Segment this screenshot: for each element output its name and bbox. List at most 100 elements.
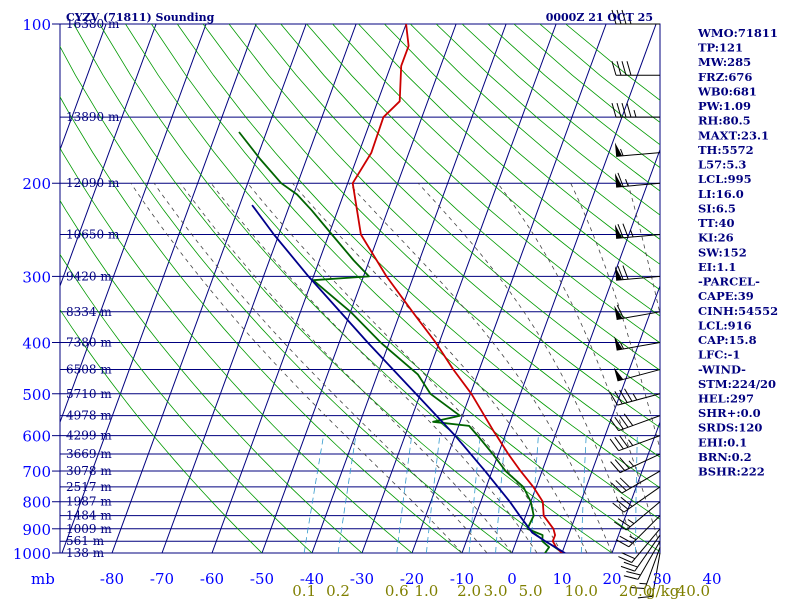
isotherm-line [111,24,307,553]
wind-barb [620,534,661,572]
mixing-ratio-line [468,435,481,553]
moist-adiabat-line [210,182,538,553]
wind-barb-full [621,9,627,25]
wind-barb [614,265,661,281]
index-line: SI:6.5 [698,201,736,215]
wind-barb-full [616,499,629,510]
dry-adiabat-line [280,24,660,371]
isotherm-line [60,24,207,424]
wind-barb-full [616,9,622,25]
wind-barb-full [617,223,624,238]
height-label: 1009 m [66,522,112,536]
wind-barb [613,367,661,382]
index-line: CAPE:39 [698,289,754,303]
wind-barb-half [628,439,634,446]
wind-barb-full [619,457,630,469]
height-label: 5710 m [66,387,112,401]
moist-adiabat-line [180,182,513,553]
temperature-tick-label: 30 [652,570,671,588]
wind-barb-staff [619,453,661,474]
wind-barb-full [614,391,623,405]
index-line: RH:80.5 [698,114,751,128]
index-line: BRN:0.2 [698,450,752,464]
dry-adiabat-line [228,24,660,428]
wind-barb-staff [618,435,661,452]
height-label: 4299 m [66,429,112,443]
wind-barb-full [616,304,625,319]
height-label: 561 m [66,534,105,548]
isotherm-line [511,148,660,553]
wind-barb-full [614,459,626,471]
temperature-tick-label: 0 [507,570,517,588]
wind-barb-full [623,413,634,426]
wind-barb [611,470,661,494]
wind-barb-full [611,103,617,118]
height-label: 2517 m [66,480,112,494]
wind-barb-staff [628,515,661,548]
isotherm-line [60,24,107,152]
wind-barb [614,142,661,157]
dry-adiabat-line [60,253,313,553]
isotherm-grid [0,24,660,553]
index-line: STM:224/20 [698,377,776,391]
wind-barb-full [609,418,620,431]
mixing-ratio-line [635,435,638,553]
height-label: 3078 m [66,464,112,478]
mixing-ratio-label: 40.0 [677,582,710,600]
wind-barb-full [614,436,624,450]
index-line: SHR+:0.0 [698,406,761,420]
wind-barb-full [613,521,627,531]
index-line: MW:285 [698,55,751,69]
index-line: EHI:0.1 [698,435,747,449]
temperature-tick-label: -20 [400,570,424,588]
pressure-tick-label: 300 [22,268,51,286]
mixing-ratio-label: 0.6 [385,582,409,600]
index-line: HEL:297 [698,392,754,406]
wind-barb-staff [616,311,661,320]
dry-adiabats [60,24,660,553]
wind-barb-full [615,539,630,548]
wind-barb-flag [614,336,623,351]
moist-adiabat-line [497,182,660,548]
wind-barb-staff [637,540,661,580]
wind-barbs [609,9,661,599]
dry-adiabat-line [125,24,660,553]
wind-barb [614,336,661,351]
pressure-tick-label: 100 [22,16,51,34]
wind-barb-full [619,477,631,489]
wind-barb [615,515,661,548]
isotherm-line [0,24,6,553]
mixing-ratio-line [303,435,324,553]
wind-barb-full [622,265,629,280]
index-line: SRDS:120 [698,421,762,435]
pressure-tick-label: 800 [22,494,51,512]
wind-barb-flag [614,142,623,157]
wind-barb-full [630,587,645,590]
dry-adiabat-line [60,96,463,553]
wind-barb-half [625,179,629,187]
wind-barb-half [628,16,632,25]
index-line: BSHR:222 [698,465,765,479]
wind-barb-full [611,482,623,494]
index-line: TT:40 [698,216,735,230]
wind-barb-full [610,461,621,473]
wind-barb-staff [616,234,661,239]
wind-barb-full [609,438,620,451]
indices-panel: WMO:71811TP:121MW:285FRZ:676WB0:681PW:1.… [697,26,778,479]
wind-barb-staff [621,470,661,494]
pressure-tick-label: 200 [22,175,51,193]
isotherm-line [411,24,607,553]
index-line: KI:26 [698,231,734,245]
height-labels: 16380 m 13890 m 12090 m 10650 m 9420 m 8334 m… [66,17,120,560]
height-label: 16380 m [66,17,120,31]
wind-barb-staff [617,369,661,382]
index-line: MAXT:23.1 [698,128,769,142]
temperature-tick-label: -70 [150,570,174,588]
pressure-tick-label: 400 [22,334,51,352]
index-line: FRZ:676 [698,70,752,84]
mixing-ratio-labels: 0.1 0.2 0.6 1.0 2.0 3.0 5.0 10.0 20.0 40.0 [292,582,710,600]
wind-barb-full [617,518,631,528]
temperature-tick-label: -50 [250,570,274,588]
wind-barb-staff [618,415,661,432]
